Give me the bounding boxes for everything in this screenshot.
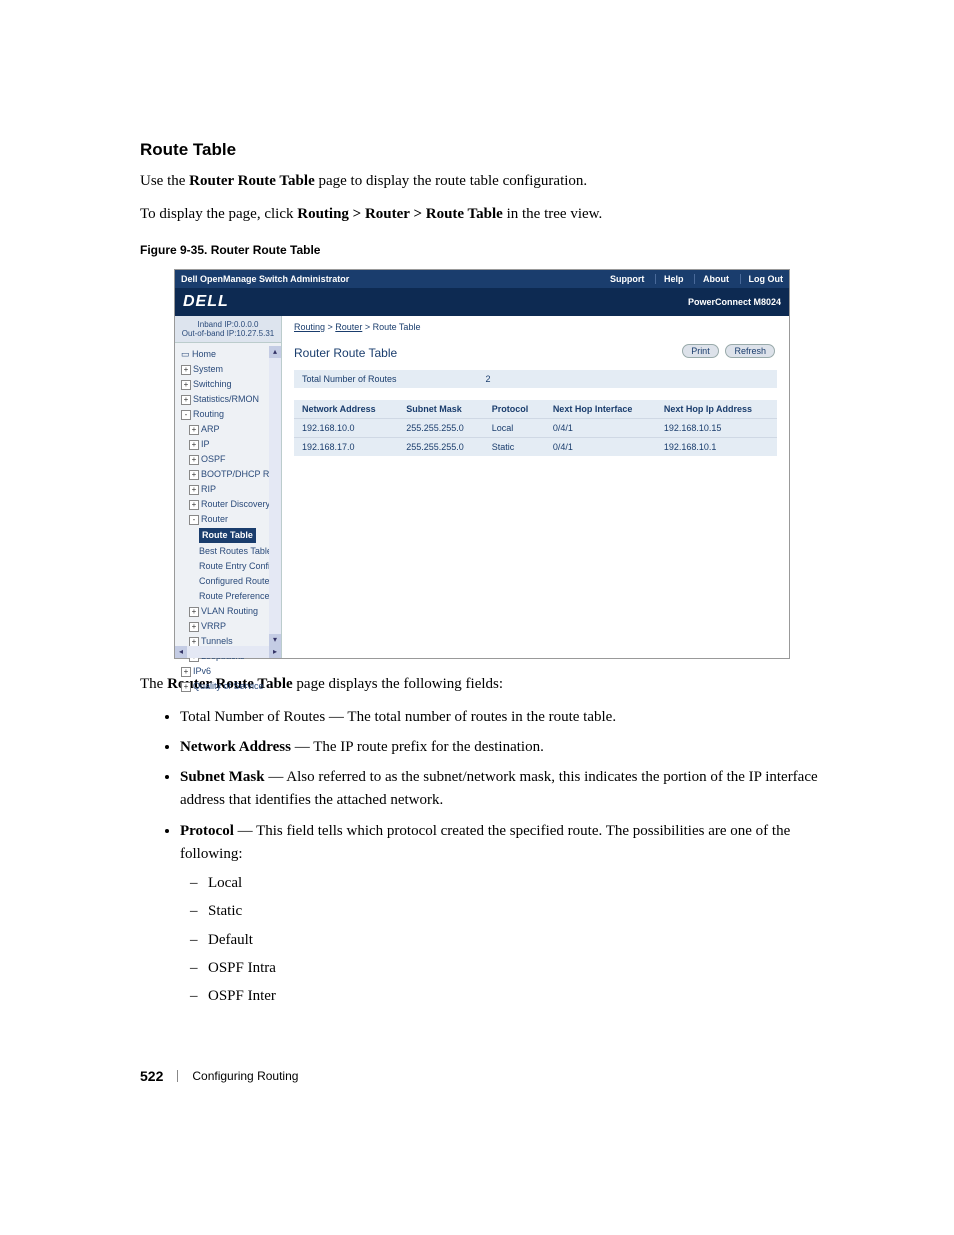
- brandbar: DELL PowerConnect M8024: [175, 288, 789, 316]
- sub-item: Static: [208, 900, 834, 923]
- model-label: PowerConnect M8024: [688, 297, 781, 307]
- app-title: Dell OpenManage Switch Administrator: [181, 274, 349, 284]
- tree-vlan[interactable]: +VLAN Routing: [179, 604, 281, 619]
- tree-qos[interactable]: +Quality of Service: [179, 679, 281, 694]
- section-name: Configuring Routing: [192, 1069, 298, 1083]
- ip-info: Inband IP:0.0.0.0Out-of-band IP:10.27.5.…: [175, 316, 281, 343]
- scroll-track[interactable]: [187, 646, 269, 658]
- total-value: 2: [478, 370, 777, 388]
- crumb-router[interactable]: Router: [335, 322, 362, 332]
- field-item: Subnet Mask — Also referred to as the su…: [180, 766, 834, 813]
- expand-icon[interactable]: +: [181, 395, 191, 405]
- scroll-down-icon[interactable]: ▾: [269, 634, 281, 646]
- field-list: Total Number of Routes — The total numbe…: [140, 706, 834, 1009]
- sub-item: OSPF Inter: [208, 985, 834, 1008]
- tree-ip[interactable]: +IP: [179, 437, 281, 452]
- tree-conf[interactable]: Configured Routes: [179, 574, 281, 589]
- tree-switching[interactable]: +Switching: [179, 377, 281, 392]
- breadcrumb: Routing > Router > Route Table: [294, 322, 777, 332]
- route-table: Network Address Subnet Mask Protocol Nex…: [294, 400, 777, 456]
- collapse-icon[interactable]: -: [181, 410, 191, 420]
- scroll-up-icon[interactable]: ▴: [269, 346, 281, 358]
- table-row: 192.168.17.0255.255.255.0Static0/4/1192.…: [294, 438, 777, 457]
- figure-caption: Figure 9-35. Router Route Table: [140, 243, 834, 257]
- expand-icon[interactable]: +: [181, 682, 191, 692]
- expand-icon[interactable]: +: [181, 380, 191, 390]
- titlebar: Dell OpenManage Switch Administrator Sup…: [175, 270, 789, 288]
- field-item: Protocol — This field tells which protoc…: [180, 820, 834, 1009]
- intro-2: To display the page, click Routing > Rou…: [140, 203, 834, 226]
- tree-best[interactable]: Best Routes Table: [179, 544, 281, 559]
- screenshot-window: Dell OpenManage Switch Administrator Sup…: [174, 269, 790, 659]
- sub-item: Default: [208, 929, 834, 952]
- footer-sep: [177, 1070, 178, 1082]
- expand-icon[interactable]: +: [181, 365, 191, 375]
- intro-1: Use the Router Route Table page to displ…: [140, 170, 834, 193]
- sidebar: Inband IP:0.0.0.0Out-of-band IP:10.27.5.…: [175, 316, 282, 658]
- page-number: 522: [140, 1068, 163, 1084]
- tree-router[interactable]: -Router: [179, 512, 281, 527]
- tree-bootp[interactable]: +BOOTP/DHCP Relay: [179, 467, 281, 482]
- protocol-sublist: Local Static Default OSPF Intra OSPF Int…: [180, 872, 834, 1008]
- section-heading: Route Table: [140, 140, 834, 160]
- scroll-left-icon[interactable]: ◂: [175, 646, 187, 658]
- tree-entry[interactable]: Route Entry Config: [179, 559, 281, 574]
- table-head-row: Network Address Subnet Mask Protocol Nex…: [294, 400, 777, 419]
- total-label: Total Number of Routes: [294, 370, 478, 388]
- col-nhif: Next Hop Interface: [545, 400, 656, 419]
- summary-table: Total Number of Routes2: [294, 370, 777, 388]
- nav-tree[interactable]: ▭ Home +System +Switching +Statistics/RM…: [175, 343, 281, 694]
- sidebar-vscroll[interactable]: ▴ ▾: [269, 346, 281, 646]
- expand-icon[interactable]: +: [189, 455, 199, 465]
- tree-stats[interactable]: +Statistics/RMON: [179, 392, 281, 407]
- page-footer: 522 Configuring Routing: [140, 1068, 834, 1084]
- tree-pref[interactable]: Route Preferences: [179, 589, 281, 604]
- refresh-button[interactable]: Refresh: [725, 344, 775, 358]
- tree-ospf[interactable]: +OSPF: [179, 452, 281, 467]
- tree-system[interactable]: +System: [179, 362, 281, 377]
- field-item: Total Number of Routes — The total numbe…: [180, 706, 834, 729]
- brand-logo: DELL: [183, 293, 229, 311]
- tree-home[interactable]: ▭ Home: [179, 347, 281, 362]
- col-mask: Subnet Mask: [398, 400, 484, 419]
- crumb-routing[interactable]: Routing: [294, 322, 325, 332]
- col-proto: Protocol: [484, 400, 545, 419]
- tree-route-table[interactable]: Route Table: [179, 527, 281, 544]
- expand-icon[interactable]: +: [189, 622, 199, 632]
- sidebar-hscroll[interactable]: ◂ ▸: [175, 646, 281, 658]
- collapse-icon[interactable]: -: [189, 515, 199, 525]
- expand-icon[interactable]: +: [189, 440, 199, 450]
- print-button[interactable]: Print: [682, 344, 719, 358]
- link-support[interactable]: Support: [610, 274, 645, 284]
- sub-item: OSPF Intra: [208, 957, 834, 980]
- content-panel: Routing > Router > Route Table Router Ro…: [282, 316, 789, 658]
- expand-icon[interactable]: +: [181, 667, 191, 677]
- crumb-current: Route Table: [373, 322, 421, 332]
- scroll-right-icon[interactable]: ▸: [269, 646, 281, 658]
- tree-vrrp[interactable]: +VRRP: [179, 619, 281, 634]
- tree-routing[interactable]: -Routing: [179, 407, 281, 422]
- link-about[interactable]: About: [694, 274, 729, 284]
- link-logout[interactable]: Log Out: [740, 274, 784, 284]
- tree-rip[interactable]: +RIP: [179, 482, 281, 497]
- sub-item: Local: [208, 872, 834, 895]
- expand-icon[interactable]: +: [189, 500, 199, 510]
- expand-icon[interactable]: +: [189, 607, 199, 617]
- link-help[interactable]: Help: [655, 274, 684, 284]
- tree-arp[interactable]: +ARP: [179, 422, 281, 437]
- tree-ipv6[interactable]: +IPv6: [179, 664, 281, 679]
- titlebar-links: Support Help About Log Out: [602, 274, 783, 284]
- table-row: 192.168.10.0255.255.255.0Local0/4/1192.1…: [294, 419, 777, 438]
- col-nhip: Next Hop Ip Address: [656, 400, 777, 419]
- field-item: Network Address — The IP route prefix fo…: [180, 736, 834, 759]
- expand-icon[interactable]: +: [189, 470, 199, 480]
- expand-icon[interactable]: +: [189, 485, 199, 495]
- col-net: Network Address: [294, 400, 398, 419]
- expand-icon[interactable]: +: [189, 425, 199, 435]
- tree-rdisc[interactable]: +Router Discovery: [179, 497, 281, 512]
